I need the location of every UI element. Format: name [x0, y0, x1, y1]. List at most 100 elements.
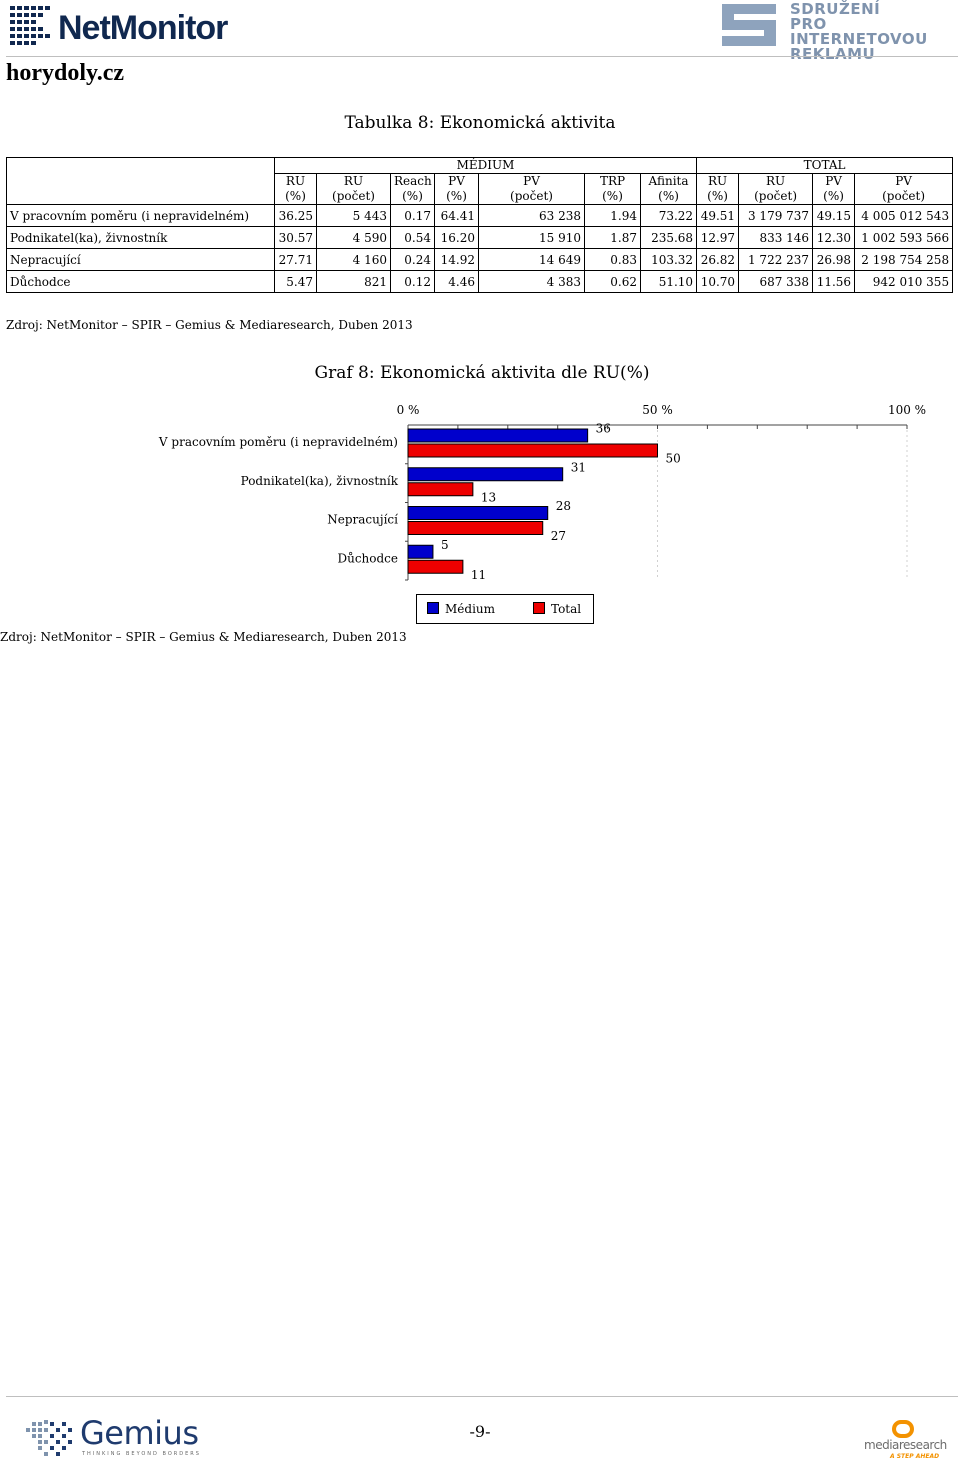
gemius-logo: Gemius THINKING BEYOND BORDERS: [26, 1414, 206, 1460]
table-cell: 5 443: [316, 204, 391, 227]
column-header-line-2: (%): [602, 189, 623, 203]
data-label: 50: [666, 452, 681, 466]
gemius-logo-tagline: THINKING BEYOND BORDERS: [82, 1451, 201, 1457]
table-cell: 14.92: [434, 248, 479, 271]
category-label: V pracovním poměru (i nepravidelném): [158, 435, 398, 449]
column-header: RU (%): [696, 173, 740, 205]
data-label: 27: [551, 529, 566, 543]
table-cell: 103.32: [639, 248, 698, 271]
table-cell: 49.15: [812, 204, 856, 227]
table-cell: 11.56: [812, 270, 856, 293]
table-cell: 12.97: [696, 226, 740, 249]
column-header-line-1: PV: [523, 174, 540, 188]
table-cell: 51.10: [639, 270, 698, 293]
column-header-line-2: (%): [823, 189, 844, 203]
bar-total: [407, 559, 464, 574]
group-header-medium: MÉDIUM: [273, 157, 698, 174]
column-header: PV (%): [812, 173, 856, 205]
table-title: Tabulka 8: Ekonomická aktivita: [344, 113, 616, 133]
x-tick-label: 0 %: [397, 403, 420, 417]
column-header-line-1: PV: [895, 174, 912, 188]
table-cell: 63 238: [478, 204, 585, 227]
table-cell: 0.83: [584, 248, 641, 271]
mediaresearch-logo: mediaresearch A STEP AHEAD: [864, 1420, 954, 1460]
table-cell: 942 010 355: [854, 270, 954, 293]
spir-logo-icon: [722, 4, 776, 46]
chart-title: Graf 8: Ekonomická aktivita dle RU(%): [314, 363, 650, 383]
legend-label-medium: Médium: [445, 602, 496, 616]
table-cell: 26.82: [696, 248, 740, 271]
table-row: Podnikatel(ka), živnostník 30.57 4 590 0.54…: [6, 226, 954, 249]
table-row: Důchodce 5.47 821 0.12 4.46 4 383 0.62 51.10 10.…: [6, 270, 954, 293]
table-cell: 821: [316, 270, 391, 293]
table-cell: 833 146: [738, 226, 814, 249]
netmonitor-logo-icon: [10, 6, 50, 45]
column-header-line-1: RU: [707, 174, 728, 188]
column-header: RU (počet): [316, 173, 391, 205]
column-header-line-2: (%): [402, 189, 423, 203]
table-cell: 0.24: [390, 248, 435, 271]
netmonitor-logo: NetMonitor: [10, 6, 250, 50]
spir-logo: SDRUŽENÍ PRO INTERNETOVOU REKLAMU: [720, 0, 960, 62]
spir-logo-line-1: SDRUŽENÍ: [790, 0, 881, 18]
column-header: RU (počet): [738, 173, 814, 205]
data-label: 5: [441, 538, 449, 552]
table-cell: 4 383: [478, 270, 585, 293]
bar-medium: [407, 467, 564, 482]
x-tick-label: 100 %: [888, 403, 926, 417]
bar-medium: [407, 544, 434, 559]
row-label: V pracovním poměru (i nepravidelném): [6, 204, 275, 227]
netmonitor-logo-text: NetMonitor: [58, 9, 228, 47]
data-label: 31: [571, 460, 586, 474]
column-header-line-2: (počet): [754, 189, 798, 203]
table-cell: 1 002 593 566: [854, 226, 954, 249]
column-header-line-1: PV: [448, 174, 465, 188]
bar-total: [407, 521, 544, 535]
table-cell: 1 722 237: [738, 248, 814, 271]
table-cell: 10.70: [696, 270, 740, 293]
footer-divider: [6, 1396, 958, 1397]
table-cell: 14 649: [478, 248, 585, 271]
column-header: PV (%): [434, 173, 479, 205]
bar-medium: [407, 506, 549, 520]
table-cell: 0.17: [390, 204, 435, 227]
table-cell: 36.25: [274, 204, 317, 227]
x-tick-label: 50 %: [642, 403, 673, 417]
page-number: -9-: [469, 1422, 491, 1441]
header-divider: [6, 56, 958, 57]
economic-activity-table: MÉDIUM TOTAL RU (%) RU (počet) Reach (%) PV (%)…: [6, 157, 954, 293]
column-header-line-2: (%): [658, 189, 679, 203]
table-cell: 4 160: [316, 248, 391, 271]
table-cell: 1.87: [584, 226, 641, 249]
bar-total: [407, 443, 658, 458]
table-row: V pracovním poměru (i nepravidelném) 36.2…: [6, 204, 954, 227]
column-header: PV (počet): [478, 173, 585, 205]
table-cell: 3 179 737: [738, 204, 814, 227]
mediaresearch-logo-icon: [892, 1420, 914, 1438]
table-cell: 30.57: [274, 226, 317, 249]
mediaresearch-logo-text: mediaresearch: [864, 1438, 947, 1452]
column-header-line-2: (%): [707, 189, 728, 203]
group-header-total: TOTAL: [696, 157, 954, 174]
column-header-line-2: (počet): [882, 189, 926, 203]
column-header-line-2: (%): [285, 189, 306, 203]
table-source: Zdroj: NetMonitor – SPIR – Gemius & Medi…: [6, 318, 413, 332]
legend-label-total: Total: [551, 602, 582, 616]
table-cell: 5.47: [274, 270, 317, 293]
legend-swatch-total: [533, 602, 545, 614]
table-cell: 0.12: [390, 270, 435, 293]
data-label: 11: [471, 568, 486, 582]
data-label: 36: [596, 422, 611, 436]
column-header-line-2: (%): [446, 189, 467, 203]
table-cell: 4.46: [434, 270, 479, 293]
table-cell: 687 338: [738, 270, 814, 293]
bar-total: [407, 482, 474, 497]
column-header: PV (počet): [854, 173, 954, 205]
column-header-line-1: PV: [825, 174, 842, 188]
table-cell: 1.94: [584, 204, 641, 227]
table-cell: 4 005 012 543: [854, 204, 954, 227]
row-label: Podnikatel(ka), živnostník: [6, 226, 275, 249]
table-cell: 12.30: [812, 226, 856, 249]
category-label: Podnikatel(ka), živnostník: [241, 474, 399, 488]
table-cell: 73.22: [639, 204, 698, 227]
